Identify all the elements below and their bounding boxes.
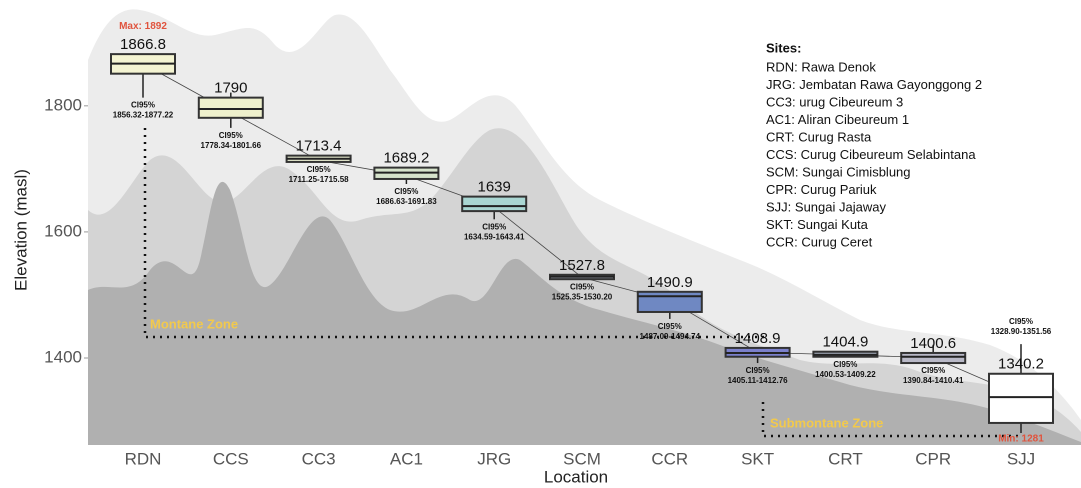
x-tick-label: CCS <box>213 449 249 468</box>
mean-label: 1713.4 <box>296 138 342 155</box>
mean-label: 1790 <box>214 80 247 97</box>
x-tick-label: CCR <box>651 449 688 468</box>
ci-label: 1525.35-1530.20 <box>552 292 613 301</box>
mean-label: 1689.2 <box>383 150 429 167</box>
zone-lines <box>143 128 1018 438</box>
ci-title: CI95% <box>921 366 945 375</box>
max-annotation: Max: 1892 <box>119 21 167 32</box>
x-tick-label: JRG <box>477 449 511 468</box>
legend-item: SKT: Sungai Kuta <box>766 217 869 232</box>
ci-label: 1328.90-1351.56 <box>991 327 1052 336</box>
mean-label: 1866.8 <box>120 36 166 53</box>
ci-title: CI95% <box>394 187 418 196</box>
x-tick-label: AC1 <box>390 449 423 468</box>
legend-title: Sites: <box>766 40 801 55</box>
ci-title: CI95% <box>219 131 243 140</box>
montane-label: Montane Zone <box>150 316 238 331</box>
box <box>197 96 264 119</box>
x-tick-label: CPR <box>915 449 951 468</box>
legend-item: JRG: Jembatan Rawa Gayonggong 2 <box>766 77 982 92</box>
y-axis-title: Elevation (masl) <box>11 169 30 291</box>
box <box>636 290 703 313</box>
x-tick-label: SCM <box>563 449 601 468</box>
ci-title: CI95% <box>482 222 506 231</box>
mean-label: 1527.8 <box>559 257 605 274</box>
legend-item: SJJ: Sungai Jajaway <box>766 199 886 214</box>
x-tick-label: RDN <box>125 449 162 468</box>
ci-label: 1405.11-1412.76 <box>728 376 789 385</box>
legend-item: CPR: Curug Pariuk <box>766 182 877 197</box>
box <box>900 351 967 365</box>
ci-title: CI95% <box>307 165 331 174</box>
submontane-line <box>761 402 1018 438</box>
min-annotation: Min: 1281 <box>998 434 1044 445</box>
mean-label: 1404.9 <box>822 334 868 351</box>
ci-title: CI95% <box>658 322 682 331</box>
submontane-label: Submontane Zone <box>770 415 883 430</box>
ci-label: 1487.09-1494.74 <box>640 332 701 341</box>
legend-item: CCR: Curug Ceret <box>766 234 873 249</box>
legend-item: CRT: Curug Rasta <box>766 129 872 144</box>
ci-label: 1686.63-1691.83 <box>376 197 437 206</box>
legend-item: CC3: urug Cibeureum 3 <box>766 94 903 109</box>
box <box>988 372 1054 424</box>
ci-label: 1711.25-1715.58 <box>289 175 350 184</box>
legend-item: RDN: Rawa Denok <box>766 59 876 74</box>
mean-label: 1340.2 <box>998 356 1044 373</box>
box <box>461 195 528 213</box>
ci-label: 1390.84-1410.41 <box>903 376 964 385</box>
mountain-front <box>88 181 1081 445</box>
ci-label: 1400.53-1409.22 <box>815 370 876 379</box>
x-tick-label: SJJ <box>1007 449 1035 468</box>
ci-title: CI95% <box>746 366 770 375</box>
ci-title: CI95% <box>131 101 155 110</box>
mean-label: 1400.6 <box>910 335 956 352</box>
ci-title: CI95% <box>1009 317 1033 326</box>
ci-label: 1634.59-1643.41 <box>464 232 525 241</box>
ci-title: CI95% <box>833 360 857 369</box>
y-tick-label: 1400 <box>44 347 82 366</box>
ci-title: CI95% <box>570 282 594 291</box>
y-tick-label: 1800 <box>44 95 82 114</box>
x-tick-label: CC3 <box>302 449 336 468</box>
x-axis-title: Location <box>544 467 608 486</box>
mean-label: 1408.9 <box>735 330 781 347</box>
legend-item: SCM: Sungai Cimisblung <box>766 164 911 179</box>
mean-label: 1639 <box>478 179 511 196</box>
ci-label: 1856.32-1877.22 <box>113 111 174 120</box>
x-tick-label: SKT <box>741 449 774 468</box>
mean-label: 1490.9 <box>647 274 693 291</box>
x-tick-label: CRT <box>828 449 863 468</box>
ci-label: 1778.34-1801.66 <box>201 141 262 150</box>
y-tick-label: 1600 <box>44 221 82 240</box>
legend: RDN: Rawa Denok JRG: Jembatan Rawa Gayong… <box>766 59 982 249</box>
legend-item: CCS: Curug Cibeureum Selabintana <box>766 147 976 162</box>
legend-item: AC1: Aliran Cibeureum 1 <box>766 112 909 127</box>
